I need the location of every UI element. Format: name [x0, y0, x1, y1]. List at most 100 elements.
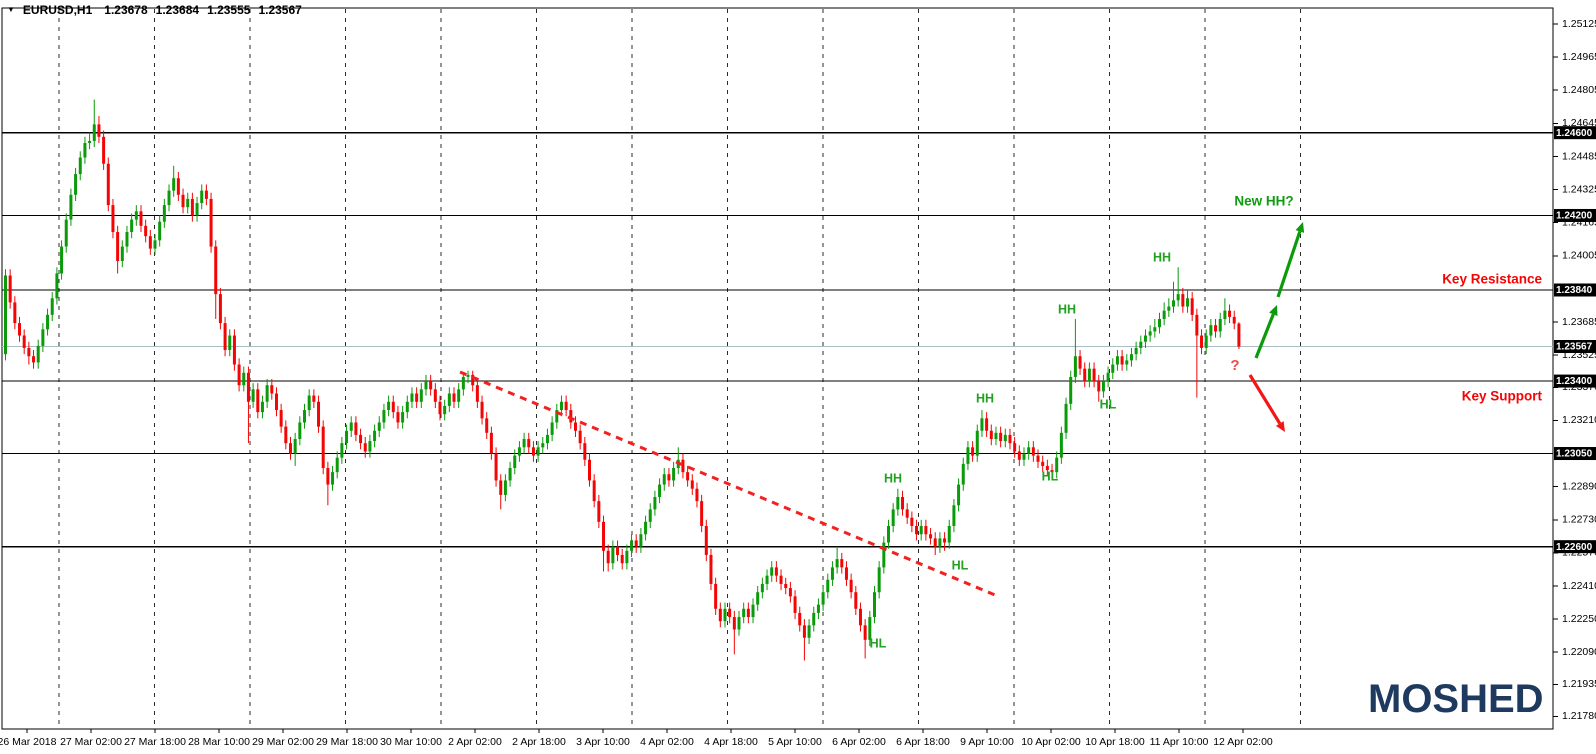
- bear-candle: [8, 269, 12, 309]
- bear-candle: [732, 610, 736, 655]
- trendline[interactable]: [459, 370, 996, 597]
- bear-candle: [849, 573, 853, 599]
- y-axis-tick-label: 1.24645: [1562, 117, 1596, 129]
- hh-label-1[interactable]: HH: [884, 471, 902, 485]
- bear-candle: [111, 198, 115, 239]
- y-axis-tick-label: 1.25125: [1562, 18, 1596, 30]
- bull-candle: [265, 379, 269, 408]
- bull-candle: [550, 416, 554, 442]
- y-axis-tick-label: 1.22250: [1562, 613, 1596, 625]
- hl-label-4[interactable]: HL: [1100, 397, 1117, 411]
- bear-candle: [802, 619, 806, 661]
- bear-candle: [102, 130, 106, 170]
- x-axis-tick-label: 10 Apr 18:00: [1085, 736, 1145, 748]
- hh-label-3[interactable]: HH: [1058, 302, 1076, 316]
- new-hh-question[interactable]: New HH?: [1234, 194, 1293, 209]
- bull-candle: [830, 561, 834, 587]
- bull-candle: [1059, 426, 1063, 464]
- price-level-badge: 1.22600: [1554, 540, 1596, 554]
- price-level-badge: 1.24600: [1554, 126, 1596, 140]
- bear-candle: [232, 329, 236, 371]
- bull-candle: [387, 395, 391, 417]
- bear-candle: [1013, 436, 1017, 458]
- bear-candle: [1214, 318, 1218, 338]
- bull-candle: [611, 540, 615, 570]
- y-axis-tick-label: 1.21935: [1562, 678, 1596, 690]
- bear-candle: [27, 341, 31, 365]
- bear-candle: [148, 229, 152, 255]
- bear-candle: [971, 441, 975, 462]
- bear-candle: [246, 366, 250, 444]
- bear-candle: [1190, 292, 1194, 322]
- x-axis-tick-label: 28 Mar 10:00: [188, 736, 250, 748]
- bull-candle: [630, 534, 634, 558]
- bear-candle: [499, 474, 503, 510]
- hl-label-3[interactable]: HL: [1042, 469, 1059, 483]
- bear-candle: [943, 532, 947, 551]
- question-mark[interactable]: ?: [1230, 357, 1239, 374]
- bear-candle: [728, 602, 732, 624]
- bear-candle: [588, 453, 591, 487]
- bull-candle: [55, 267, 59, 305]
- key-resistance-label[interactable]: Key Resistance: [1442, 272, 1542, 287]
- bear-candle: [326, 461, 330, 506]
- bear-candle: [606, 544, 610, 572]
- hl-label-1[interactable]: HL: [870, 636, 887, 650]
- bear-candle: [564, 395, 568, 417]
- symbol-title: ▼ EURUSD,H1 1.23678 1.23684 1.23555 1.23…: [7, 3, 302, 17]
- quote-low: 1.23555: [207, 3, 251, 17]
- bull-candle: [46, 308, 50, 336]
- bull-candle: [896, 488, 900, 516]
- breakout-up-arrow[interactable]: [1276, 222, 1305, 298]
- price-level-badge: 1.23840: [1554, 283, 1596, 297]
- bull-candle: [1143, 329, 1147, 348]
- bull-candle: [1153, 318, 1157, 338]
- bear-candle: [190, 192, 194, 222]
- bull-candle: [508, 461, 512, 487]
- bear-candle: [597, 494, 601, 529]
- bull-candle: [1125, 354, 1129, 371]
- hl-label-2[interactable]: HL: [952, 558, 969, 572]
- bull-candle: [770, 561, 774, 582]
- bull-candle: [676, 447, 680, 475]
- x-axis-tick-label: 27 Mar 18:00: [124, 736, 186, 748]
- bull-candle: [1157, 312, 1161, 334]
- bull-candle: [872, 586, 876, 624]
- bull-candle: [545, 428, 549, 450]
- bull-candle: [158, 215, 162, 247]
- bear-candle: [578, 424, 582, 450]
- key-support-label[interactable]: Key Support: [1462, 389, 1543, 404]
- price-level-badge: 1.24200: [1554, 208, 1596, 222]
- breakdown-arrow[interactable]: [1248, 374, 1285, 432]
- bull-candle: [447, 387, 451, 413]
- bear-candle: [256, 383, 260, 419]
- bull-candle: [172, 165, 176, 197]
- svg-text:1.24600: 1.24600: [1556, 128, 1593, 139]
- symbol-marker-icon: ▼: [7, 4, 15, 14]
- bear-candle: [985, 412, 989, 437]
- bull-candle: [513, 449, 517, 475]
- hh-label-2[interactable]: HH: [976, 391, 994, 405]
- y-axis-tick-label: 1.24965: [1562, 51, 1596, 63]
- bear-candle: [634, 534, 638, 553]
- bull-candle: [816, 598, 820, 620]
- bear-candle: [144, 219, 148, 243]
- bull-candle: [373, 424, 377, 448]
- bull-candle: [644, 515, 648, 541]
- bull-candle: [293, 432, 297, 466]
- bounce-up-arrow[interactable]: [1254, 305, 1278, 359]
- bear-candle: [1031, 441, 1035, 462]
- bull-candle: [1064, 397, 1068, 440]
- hh-label-4[interactable]: HH: [1153, 250, 1171, 264]
- bear-candle: [270, 379, 274, 400]
- bull-candle: [1162, 302, 1166, 326]
- bear-candle: [1195, 308, 1199, 398]
- bear-candle: [840, 552, 844, 574]
- bear-candle: [363, 436, 367, 458]
- bear-candle: [475, 379, 479, 408]
- price-axis[interactable]: 1.25125 1.24965 1.24805 1.24645 1.24485 1.243…: [1553, 18, 1596, 722]
- time-axis[interactable]: 26 Mar 2018 27 Mar 02:00 27 Mar 18:00 28 Ma…: [0, 729, 1273, 748]
- bull-candle: [807, 619, 811, 644]
